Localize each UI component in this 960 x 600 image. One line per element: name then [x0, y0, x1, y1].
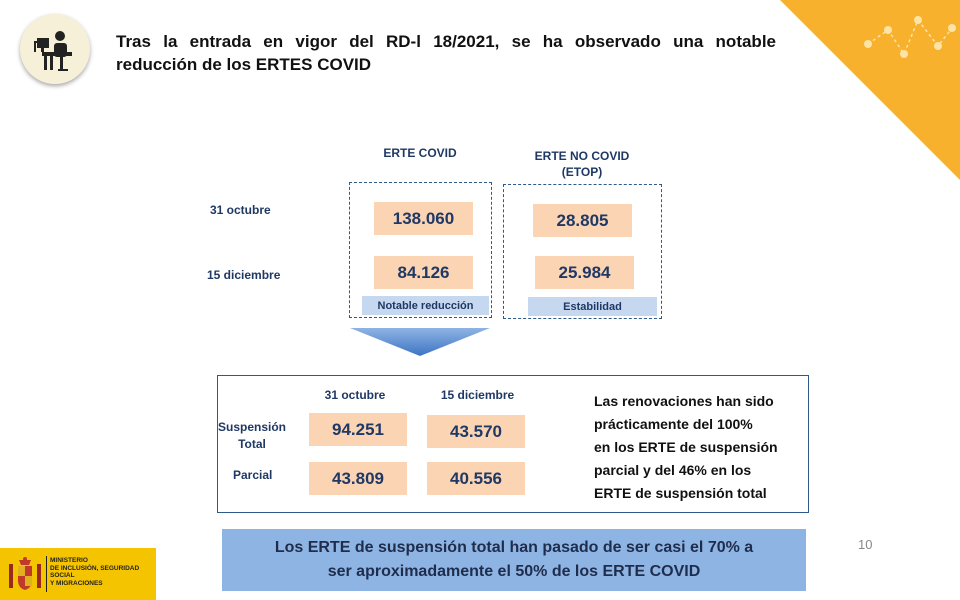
note-line: prácticamente del 100% — [594, 416, 753, 432]
conclusion-line-1: Los ERTE de suspensión total han pasado … — [274, 539, 754, 556]
page-title: Tras la entrada en vigor del RD-l 18/202… — [116, 30, 776, 76]
conclusion-line-2: ser aproximadamente el 50% de los ERTE C… — [327, 563, 701, 580]
col-head-erte-covid: ERTE COVID — [383, 146, 457, 160]
person-at-desk-icon — [34, 31, 72, 71]
coat-of-arms-icon — [9, 557, 41, 590]
ministry-line-3: Y MIGRACIONES — [50, 579, 103, 587]
note-line: en los ERTE de suspensión — [594, 439, 778, 455]
conclusion-band: Los ERTE de suspensión total han pasado … — [222, 529, 806, 591]
note-line: ERTE de suspensión total — [594, 485, 767, 501]
bottom-col-head-31-octubre: 31 octubre — [324, 388, 386, 402]
parcial-dic-value: 40.556 — [427, 462, 525, 495]
tag-notable-reduccion: Notable reducción — [362, 296, 489, 315]
row-label-suspension-total: Suspensión Total — [218, 419, 286, 453]
parcial-oct-value: 43.809 — [309, 462, 407, 495]
renovaciones-box — [217, 375, 809, 513]
erte-nocovid-oct-value: 28.805 — [533, 204, 632, 237]
erte-nocovid-dic-value: 25.984 — [535, 256, 634, 289]
row-label-31-octubre: 31 octubre — [210, 203, 271, 217]
note-line: parcial y del 46% en los — [594, 462, 752, 478]
ministry-line-1: MINISTERIO — [50, 557, 88, 564]
page-number: 10 — [858, 537, 873, 552]
col-head-erte-nocovid: ERTE NO COVID (ETOP) — [503, 148, 661, 180]
title-line-1: Tras la entrada en vigor del RD-l 18/202… — [116, 32, 776, 51]
logo-divider — [46, 556, 47, 592]
erte-nocovid-box — [503, 184, 662, 319]
row-label-15-diciembre: 15 diciembre — [207, 268, 281, 282]
tag-estabilidad: Estabilidad — [528, 297, 657, 316]
total-oct-value: 94.251 — [309, 413, 407, 446]
ministry-name: MINISTERIO DE INCLUSIÓN, SEGURIDAD SOCIA… — [50, 557, 154, 587]
erte-covid-dic-value: 84.126 — [374, 256, 473, 289]
erte-covid-box — [349, 182, 492, 318]
col-head-nocovid-line1: ERTE NO COVID — [534, 149, 630, 163]
conclusion-text: Los ERTE de suspensión total han pasado … — [234, 536, 794, 584]
row-label-total: Total — [238, 437, 266, 451]
renovaciones-note: Las renovaciones han sido prácticamente … — [594, 390, 804, 505]
down-arrow-icon — [350, 328, 490, 356]
title-line-2: reducción de los ERTES COVID — [116, 55, 372, 74]
bottom-col-head-15-diciembre: 15 diciembre — [440, 388, 515, 402]
note-line: Las renovaciones han sido — [594, 393, 774, 409]
erte-covid-oct-value: 138.060 — [374, 202, 473, 235]
total-dic-value: 43.570 — [427, 415, 525, 448]
row-label-suspension: Suspensión — [218, 420, 287, 434]
col-head-nocovid-line2: (ETOP) — [561, 165, 603, 179]
row-label-parcial: Parcial — [233, 468, 273, 482]
header-icon-circle — [20, 14, 90, 84]
ministry-line-2: DE INCLUSIÓN, SEGURIDAD SOCIAL — [50, 564, 140, 580]
corner-decoration — [780, 0, 960, 180]
